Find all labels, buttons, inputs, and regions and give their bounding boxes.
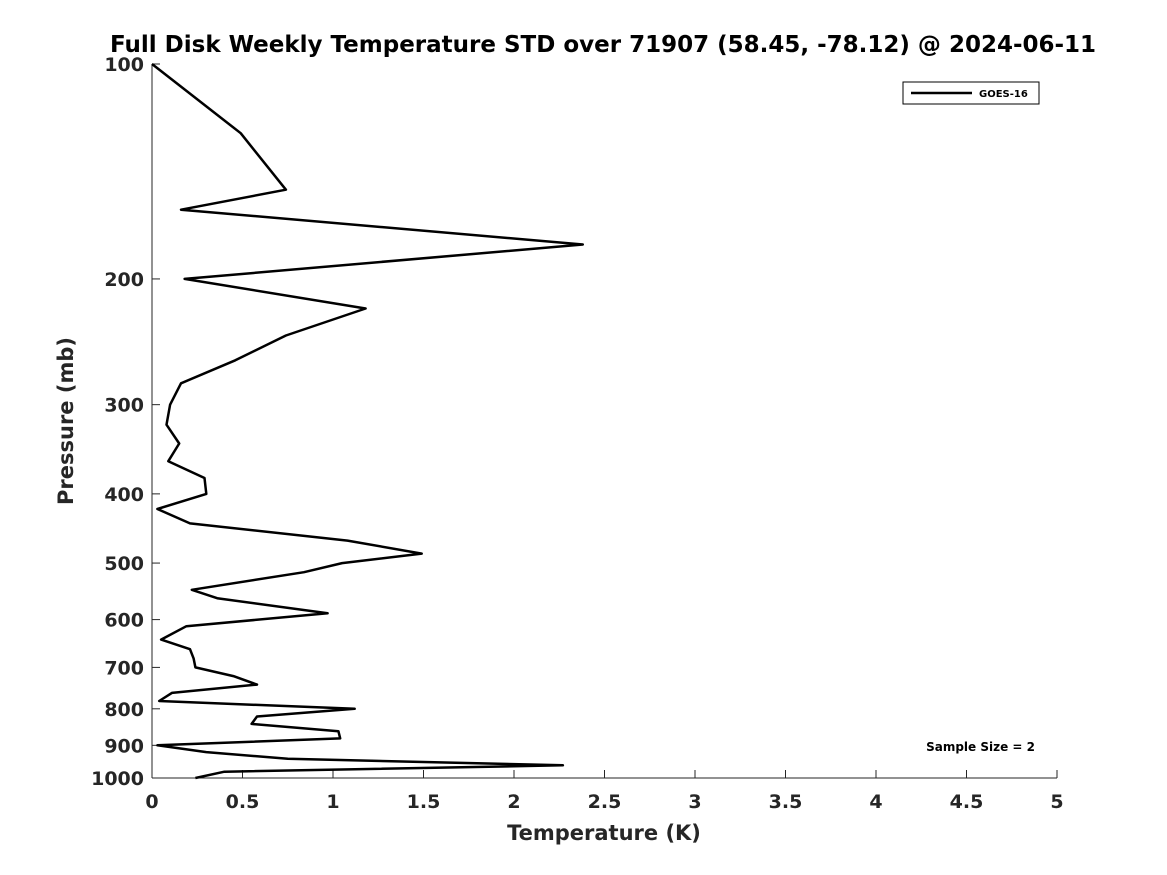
x-tick-label: 1.5 [407,791,441,813]
x-ticks: 0 0.5 1 1.5 2 2.5 3 3.5 4 4.5 5 [145,770,1064,813]
x-tick-label: 4.5 [950,791,984,813]
legend-label-goes-16: GOES-16 [979,89,1028,100]
x-tick-label: 3 [688,791,701,813]
y-tick-label: 1000 [91,768,144,790]
x-tick-label: 2 [507,791,520,813]
x-tick-label: 1 [326,791,339,813]
x-tick-label: 2.5 [588,791,622,813]
sample-size-annotation: Sample Size = 2 [926,740,1035,754]
series-line-goes-16 [151,63,585,780]
y-tick-label: 700 [104,657,144,679]
y-tick-label: 500 [104,553,144,575]
y-tick-label: 900 [104,735,144,757]
x-tick-label: 4 [869,791,882,813]
legend: GOES-16 [902,81,1040,105]
x-tick-label: 3.5 [769,791,803,813]
y-tick-label: 400 [104,484,144,506]
y-tick-label: 800 [104,699,144,721]
y-tick-label: 600 [104,610,144,632]
y-ticks: 100 200 300 400 500 600 700 800 900 1000 [91,54,160,790]
x-tick-label: 5 [1050,791,1063,813]
y-axis-label: Pressure (mb) [54,337,78,505]
y-tick-label: 200 [104,269,144,291]
chart-title: Full Disk Weekly Temperature STD over 71… [110,32,1096,58]
x-tick-label: 0.5 [226,791,260,813]
y-tick-label: 100 [104,54,144,76]
x-axis-label: Temperature (K) [507,821,701,845]
x-tick-label: 0 [145,791,158,813]
y-tick-label: 300 [104,395,144,417]
series-layer [151,63,585,780]
